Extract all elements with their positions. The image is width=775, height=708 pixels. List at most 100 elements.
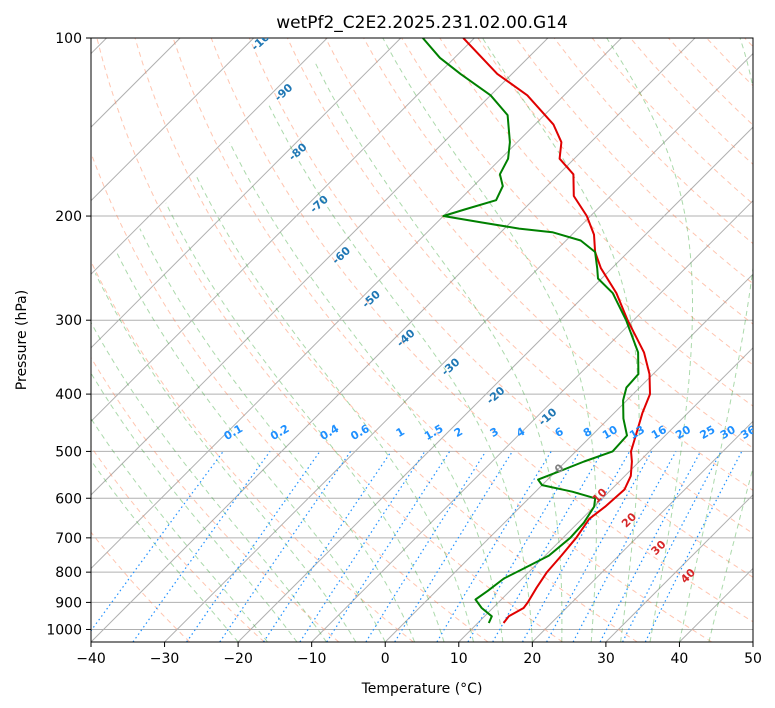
mixing-ratio-label: 25 <box>698 423 718 442</box>
mixing-ratio-line <box>365 451 487 642</box>
isotherm-line <box>384 273 753 642</box>
y-tick-label: 900 <box>55 595 82 611</box>
moist-adiabat-line <box>91 321 327 642</box>
mixing-ratio-label: 13 <box>627 423 647 442</box>
isotherm-line <box>91 38 402 349</box>
isotherm-line <box>164 52 753 642</box>
mixing-ratio-label: 16 <box>649 423 669 442</box>
isotherm-line <box>605 494 753 642</box>
mixing-ratio-label: 3 <box>488 425 501 440</box>
mixing-ratio-line <box>219 451 352 642</box>
dry-adiabat-line <box>515 38 753 285</box>
isotherm-line <box>752 641 753 642</box>
x-tick-label: 10 <box>450 651 468 667</box>
isotherm-line <box>91 38 475 423</box>
moist-adiabat-line <box>382 38 597 642</box>
mixing-ratio-label: 2 <box>452 425 465 440</box>
x-tick-label: 0 <box>381 651 390 667</box>
mixing-ratio-line <box>132 451 271 642</box>
isotherm-label: -20 <box>484 384 508 407</box>
moist-adiabat-line <box>139 228 416 642</box>
dry-adiabat-line <box>91 445 265 642</box>
mixing-ratio-label: 36 <box>739 423 759 442</box>
mixing-ratio-label: 6 <box>553 425 566 440</box>
dry-adiabat-line <box>91 151 489 642</box>
isotherm-line <box>91 38 549 496</box>
moist-adiabat-line <box>94 273 357 642</box>
isotherm-label: -70 <box>307 193 331 216</box>
x-tick-label: −30 <box>150 651 180 667</box>
x-tick-label: 20 <box>523 651 541 667</box>
x-tick-label: −40 <box>76 651 106 667</box>
isotherm-label: -30 <box>439 355 463 378</box>
isotherm-line <box>531 420 753 642</box>
mixing-ratio-line <box>186 451 321 642</box>
dry-adiabat-line <box>134 38 638 642</box>
y-tick-label: 400 <box>55 387 82 403</box>
mixing-ratio-label: 1 <box>394 425 407 440</box>
isotherm-line <box>91 38 255 202</box>
mixing-ratio-label: 20 <box>673 423 693 442</box>
x-tick-label: 30 <box>597 651 615 667</box>
mixing-ratio-line <box>299 451 426 642</box>
moist-adiabat-line <box>229 141 504 642</box>
moist-adiabat-line <box>678 38 753 642</box>
mixing-ratio-line <box>262 451 392 642</box>
y-tick-label: 100 <box>55 31 82 47</box>
plot-area <box>91 38 753 642</box>
moist-adiabat-label: 30 <box>649 538 669 558</box>
dry-adiabat-line <box>172 38 713 642</box>
y-tick-label: 200 <box>55 209 82 225</box>
moist-adiabat-line <box>116 251 386 642</box>
isotherm-label: -60 <box>330 244 354 267</box>
moist-adiabat-line <box>314 62 563 642</box>
mixing-ratio-line <box>467 451 581 642</box>
y-tick-label: 600 <box>55 491 82 507</box>
moist-adiabat-line <box>606 38 693 642</box>
mixing-ratio-line <box>91 451 224 632</box>
x-tick-label: −10 <box>297 651 327 667</box>
moist-adiabat-line <box>91 417 268 642</box>
dry-adiabat-line <box>744 38 753 48</box>
isotherm-line <box>458 347 753 642</box>
dry-adiabat-line <box>91 356 340 642</box>
temperature-profile-line <box>462 38 651 624</box>
isotherm-label: -50 <box>360 288 384 311</box>
mixing-ratio-label: 0.2 <box>268 422 291 443</box>
y-tick-label: 800 <box>55 565 82 581</box>
isotherm-label: -10 <box>536 405 560 428</box>
dry-adiabat-line <box>96 38 563 642</box>
moist-adiabat-line <box>91 459 239 642</box>
mixing-ratio-line <box>546 451 653 642</box>
mixing-ratio-label: 8 <box>581 425 594 440</box>
y-tick-label: 300 <box>55 313 82 329</box>
x-tick-label: −20 <box>223 651 253 667</box>
mixing-ratio-label: 0.1 <box>222 422 245 443</box>
isotherm-line <box>237 126 753 642</box>
isotherm-line <box>311 199 753 642</box>
mixing-ratio-label: 0.6 <box>348 422 372 443</box>
axes: −40 −30 −20 −10 0 10 20 30 40 5010020030040050060… <box>46 31 762 667</box>
moist-adiabat-line <box>91 372 298 642</box>
mixing-ratio-label: 0.4 <box>318 422 342 443</box>
y-axis-label: Pressure (hPa) <box>14 290 30 390</box>
isotherm-label: -80 <box>286 140 310 163</box>
isotherm-label: -40 <box>394 326 418 349</box>
moist-adiabat-line <box>195 174 474 642</box>
isotherm-label: -100 <box>249 25 278 53</box>
isotherm-line <box>91 38 328 275</box>
moist-adiabat-label: 10 <box>590 486 610 506</box>
moist-adiabat-line <box>165 202 445 642</box>
y-tick-label: 1000 <box>46 622 82 638</box>
chart-title: wetPf2_C2E2.2025.231.02.00.G14 <box>276 13 568 33</box>
dry-adiabat-line <box>91 531 191 642</box>
dry-adiabat-line <box>210 38 753 623</box>
dry-adiabat-line <box>248 38 753 578</box>
x-axis-label: Temperature (°C) <box>361 681 483 697</box>
x-tick-label: 40 <box>671 651 689 667</box>
mixing-ratio-line <box>572 451 677 642</box>
isotherm-line <box>91 38 622 570</box>
mixing-ratio-line <box>436 451 552 642</box>
